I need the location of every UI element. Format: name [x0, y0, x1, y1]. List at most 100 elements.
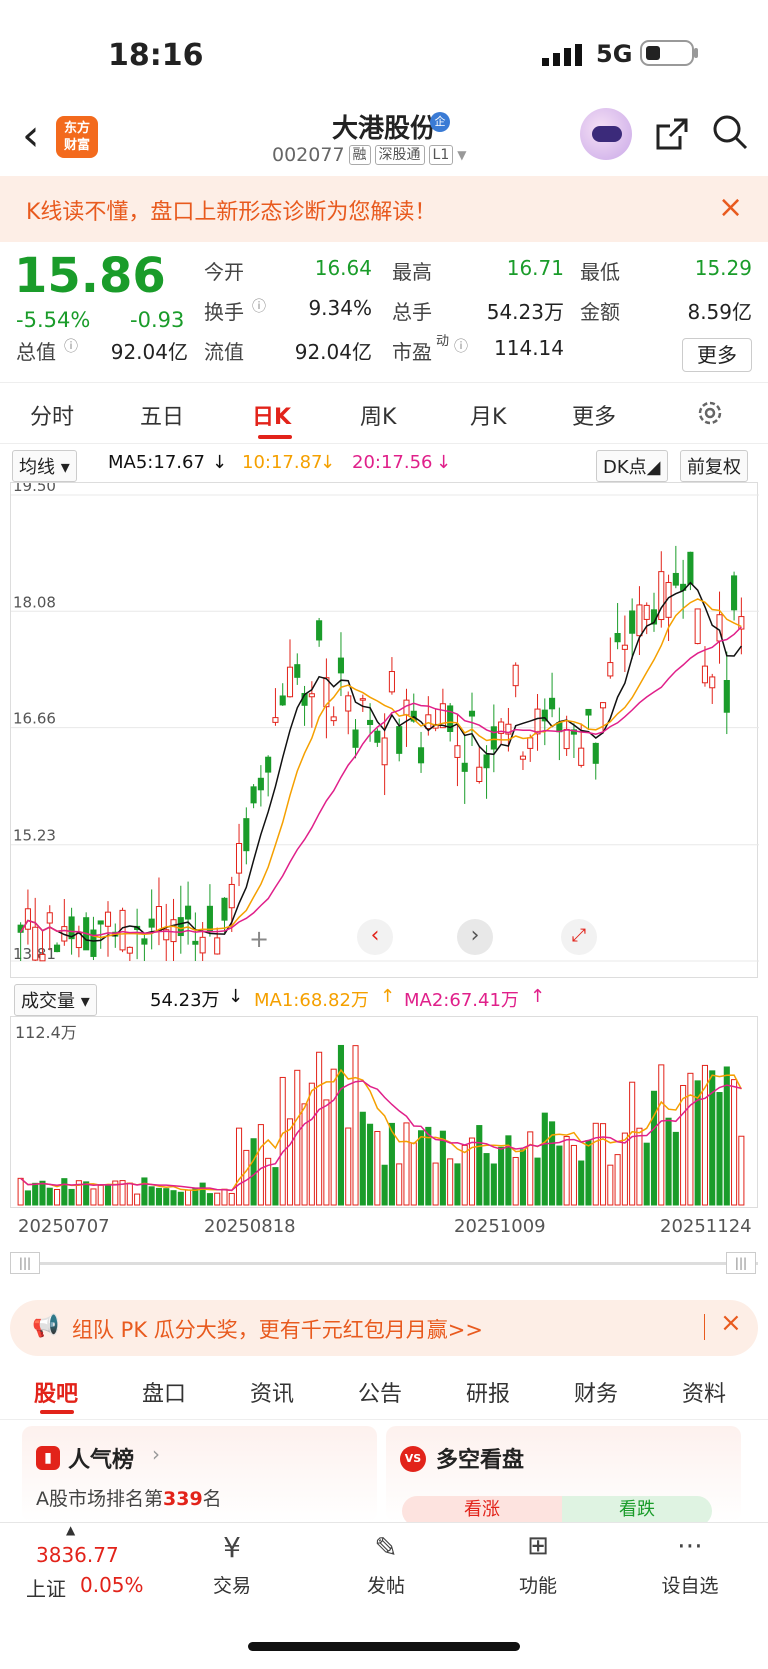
volume-bar — [177, 1191, 184, 1206]
ma-select[interactable]: 均线 ▾ — [12, 450, 77, 482]
date-tick: 20251009 — [454, 1216, 546, 1237]
candle-body — [53, 944, 61, 953]
candle-body — [578, 747, 585, 766]
tab-news[interactable]: 资讯 — [250, 1382, 295, 1407]
label-amount: 金额 — [580, 300, 620, 324]
volume-bar — [461, 1144, 468, 1206]
candle-body — [316, 620, 323, 641]
volume-bar — [541, 1112, 548, 1206]
ma10-label: 10:17.87 — [242, 452, 323, 473]
tab-research[interactable]: 研报 — [466, 1382, 511, 1407]
index-value[interactable]: 3836.77 — [36, 1543, 119, 1567]
volume-bar — [578, 1160, 585, 1206]
rank-suffix: 名 — [202, 1488, 222, 1510]
volume-bar — [39, 1180, 46, 1206]
candle-body — [687, 551, 694, 585]
share-icon[interactable] — [652, 114, 692, 154]
volume-bar — [199, 1182, 206, 1206]
volume-bar — [614, 1154, 621, 1206]
back-icon[interactable]: ‹ — [22, 110, 40, 161]
scroll-handle-left[interactable]: ||| — [10, 1252, 40, 1274]
candle-body — [294, 664, 301, 678]
tab-more[interactable]: 更多 — [572, 405, 617, 430]
info-banner[interactable]: K线读不懂，盘口上新形态诊断为您解读！ × — [0, 176, 768, 242]
tab-monthly-k[interactable]: 月K — [470, 405, 507, 430]
candle-body — [323, 677, 330, 708]
quote-panel: 15.86 -5.54% -0.93 今开 16.64 最高 16.71 最低 … — [0, 242, 768, 382]
tab-daily-k[interactable]: 日K — [252, 405, 292, 430]
tab-intraday[interactable]: 分时 — [30, 405, 75, 430]
search-icon[interactable] — [710, 112, 750, 152]
volume-bar — [723, 1066, 730, 1206]
volume-bar — [214, 1192, 221, 1206]
info-icon[interactable]: ⓘ — [454, 339, 468, 355]
date-tick: 20250818 — [204, 1216, 296, 1237]
candle-body — [592, 742, 599, 764]
plus-icon[interactable]: + — [249, 925, 270, 953]
candle-body — [330, 716, 337, 722]
close-icon[interactable]: × — [718, 190, 744, 225]
tab-five-day[interactable]: 五日 — [140, 405, 185, 430]
feature-cards: ▮ 人气榜 › A股市场排名第339名 VS 多空看盘 看涨 看跌 — [0, 1426, 768, 1526]
label-volume: 总手 — [392, 300, 432, 324]
tab-guba[interactable]: 股吧 — [34, 1382, 79, 1407]
candle-body — [388, 671, 395, 693]
volume-bar — [75, 1180, 82, 1206]
chevron-left-icon[interactable]: ‹ — [357, 919, 393, 955]
scroll-handle-right[interactable]: ||| — [726, 1252, 756, 1274]
volume-bar — [432, 1162, 439, 1206]
more-button[interactable]: 更多 — [682, 338, 752, 372]
chart-scrollbar[interactable]: ||| ||| — [10, 1250, 758, 1276]
volume-bar — [345, 1127, 352, 1206]
tab-profile[interactable]: 资料 — [682, 1382, 727, 1407]
nav-trade[interactable]: ¥ 交易 — [182, 1531, 282, 1598]
nav-functions[interactable]: ⊞ 功能 — [488, 1531, 588, 1598]
label-total-value: 总值 — [16, 340, 56, 364]
date-tick: 20251124 — [660, 1216, 752, 1237]
stock-title[interactable]: 大港股份 — [331, 114, 436, 144]
vol-ma2-arrow-icon: ↑ — [530, 986, 546, 1007]
tab-pankou[interactable]: 盘口 — [142, 1382, 187, 1407]
volume-bar — [570, 1144, 577, 1206]
clock: 18:16 — [108, 38, 204, 73]
candle-body — [367, 719, 374, 726]
tab-finance[interactable]: 财务 — [574, 1382, 619, 1407]
bearish-button[interactable]: 看跌 — [562, 1496, 712, 1526]
bull-bear-card[interactable]: VS 多空看盘 看涨 看跌 — [386, 1426, 741, 1526]
expand-icon[interactable]: ⤢ — [561, 919, 597, 955]
chevron-right-icon[interactable]: › — [457, 919, 493, 955]
popularity-card[interactable]: ▮ 人气榜 › A股市场排名第339名 — [22, 1426, 377, 1522]
tab-announcements[interactable]: 公告 — [358, 1382, 403, 1407]
volume-bar — [439, 1130, 446, 1206]
tab-weekly-k[interactable]: 周K — [360, 405, 397, 430]
dk-point-button[interactable]: DK点◢ — [596, 450, 668, 482]
volume-select[interactable]: 成交量 ▾ — [14, 984, 97, 1016]
label-high: 最高 — [392, 260, 432, 284]
candle-body — [192, 940, 199, 945]
volume-chart[interactable]: 112.4万 — [10, 1016, 758, 1208]
tag-connect: 深股通 — [374, 145, 425, 165]
candle-body — [214, 937, 221, 955]
candle-body — [163, 929, 170, 941]
nav-add-watchlist[interactable]: ⋯ 设自选 — [640, 1531, 740, 1598]
adjust-button[interactable]: 前复权 — [680, 450, 748, 482]
stock-code-row[interactable]: 002077 融 深股通 L1 ▼ — [272, 144, 466, 166]
vol-ma1-arrow-icon: ↑ — [380, 986, 396, 1007]
bullish-button[interactable]: 看涨 — [402, 1496, 562, 1526]
volume-bar — [286, 1118, 294, 1206]
date-tick: 20250707 — [18, 1216, 110, 1237]
label-pe: 市盈 — [392, 340, 432, 364]
candle-body — [199, 936, 206, 954]
volume-bar — [126, 1182, 133, 1206]
nav-post[interactable]: ✎ 发帖 — [336, 1531, 436, 1598]
close-icon[interactable]: × — [720, 1308, 742, 1338]
index-name[interactable]: 上证 — [26, 1577, 66, 1601]
gear-icon[interactable] — [694, 397, 726, 429]
promo-banner[interactable]: 📢 组队 PK 瓜分大奖，更有千元红包月月赢>> × — [10, 1300, 758, 1356]
info-icon[interactable]: ⓘ — [64, 339, 78, 355]
volume-bar — [228, 1192, 235, 1206]
value-amount: 8.59亿 — [687, 300, 752, 324]
info-icon[interactable]: ⓘ — [252, 299, 266, 315]
